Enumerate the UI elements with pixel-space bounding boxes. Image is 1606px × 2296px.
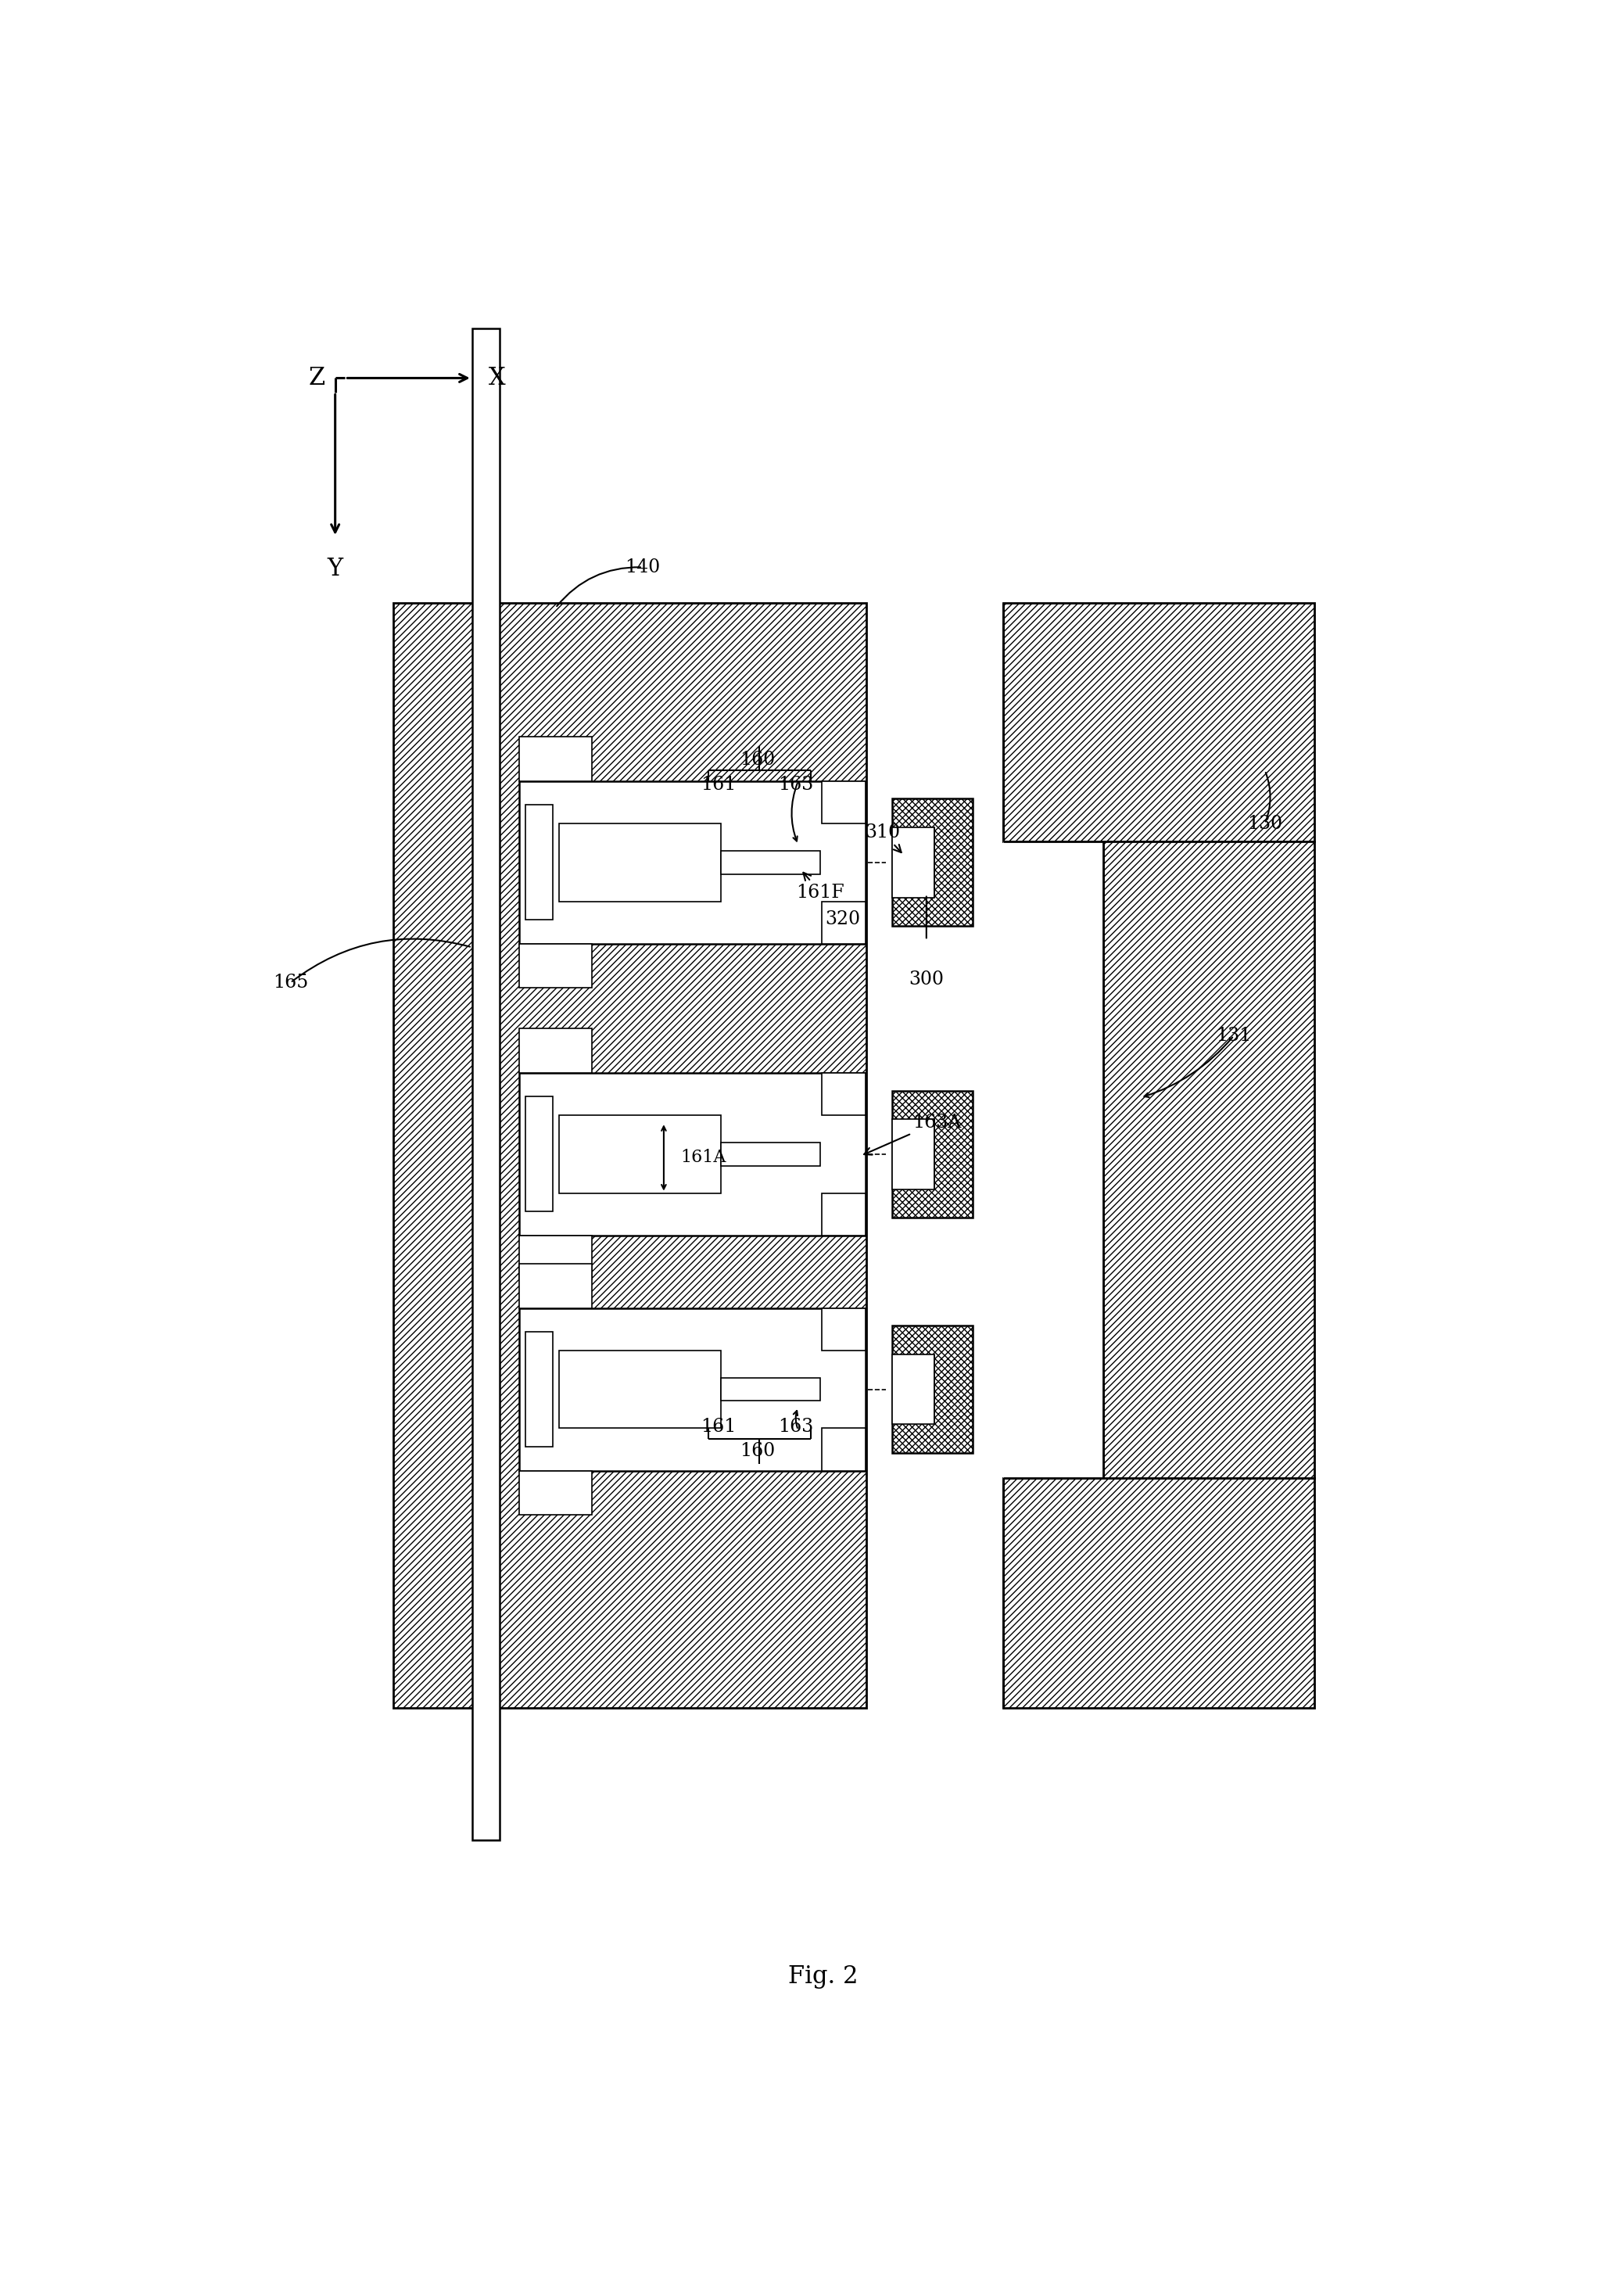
Text: 165: 165: [273, 974, 308, 992]
Bar: [822, 1072, 866, 1116]
Bar: [893, 1325, 973, 1453]
Text: 161A: 161A: [681, 1148, 726, 1166]
Bar: [822, 1194, 866, 1235]
Text: Z: Z: [308, 365, 324, 390]
Bar: [721, 852, 821, 875]
Bar: [519, 944, 591, 987]
Bar: [525, 1332, 552, 1446]
Bar: [559, 1116, 721, 1194]
Bar: [525, 806, 552, 921]
Text: 161F: 161F: [797, 872, 845, 902]
Text: 163A: 163A: [864, 1114, 962, 1155]
Text: 161: 161: [700, 1417, 736, 1435]
Bar: [519, 737, 591, 781]
Bar: [559, 1350, 721, 1428]
Bar: [519, 1072, 866, 1235]
Bar: [893, 1355, 935, 1424]
Text: Y: Y: [328, 558, 344, 581]
Text: 130: 130: [1248, 815, 1283, 833]
Bar: [1004, 840, 1103, 1479]
Bar: [822, 781, 866, 824]
Bar: [519, 1235, 591, 1279]
Text: 160: 160: [739, 751, 774, 769]
Text: 140: 140: [625, 558, 660, 576]
Bar: [519, 1263, 591, 1309]
Bar: [822, 902, 866, 944]
Bar: [519, 1029, 591, 1072]
Bar: [822, 1309, 866, 1350]
Text: 163: 163: [777, 776, 813, 794]
Text: 310: 310: [866, 824, 901, 852]
Bar: [525, 1097, 552, 1212]
Bar: [519, 1472, 591, 1515]
Text: 163: 163: [777, 1417, 813, 1435]
Bar: [893, 799, 973, 925]
Text: 300: 300: [909, 971, 944, 987]
Bar: [519, 781, 866, 944]
Bar: [393, 602, 867, 1708]
Bar: [1004, 602, 1315, 840]
Bar: [519, 1309, 866, 1472]
Text: 160: 160: [739, 1442, 774, 1460]
Bar: [893, 827, 935, 898]
Text: 320: 320: [825, 909, 861, 928]
Text: 131: 131: [1216, 1026, 1251, 1045]
Bar: [1103, 840, 1315, 1479]
Bar: [559, 824, 721, 902]
Bar: [822, 1428, 866, 1472]
Text: Fig. 2: Fig. 2: [789, 1963, 858, 1988]
Bar: [721, 1378, 821, 1401]
Text: 161: 161: [700, 776, 736, 794]
Text: X: X: [488, 365, 506, 390]
Bar: [1004, 1479, 1315, 1708]
Bar: [472, 328, 499, 1839]
Bar: [721, 1143, 821, 1166]
Bar: [893, 1118, 935, 1189]
Bar: [893, 1091, 973, 1217]
